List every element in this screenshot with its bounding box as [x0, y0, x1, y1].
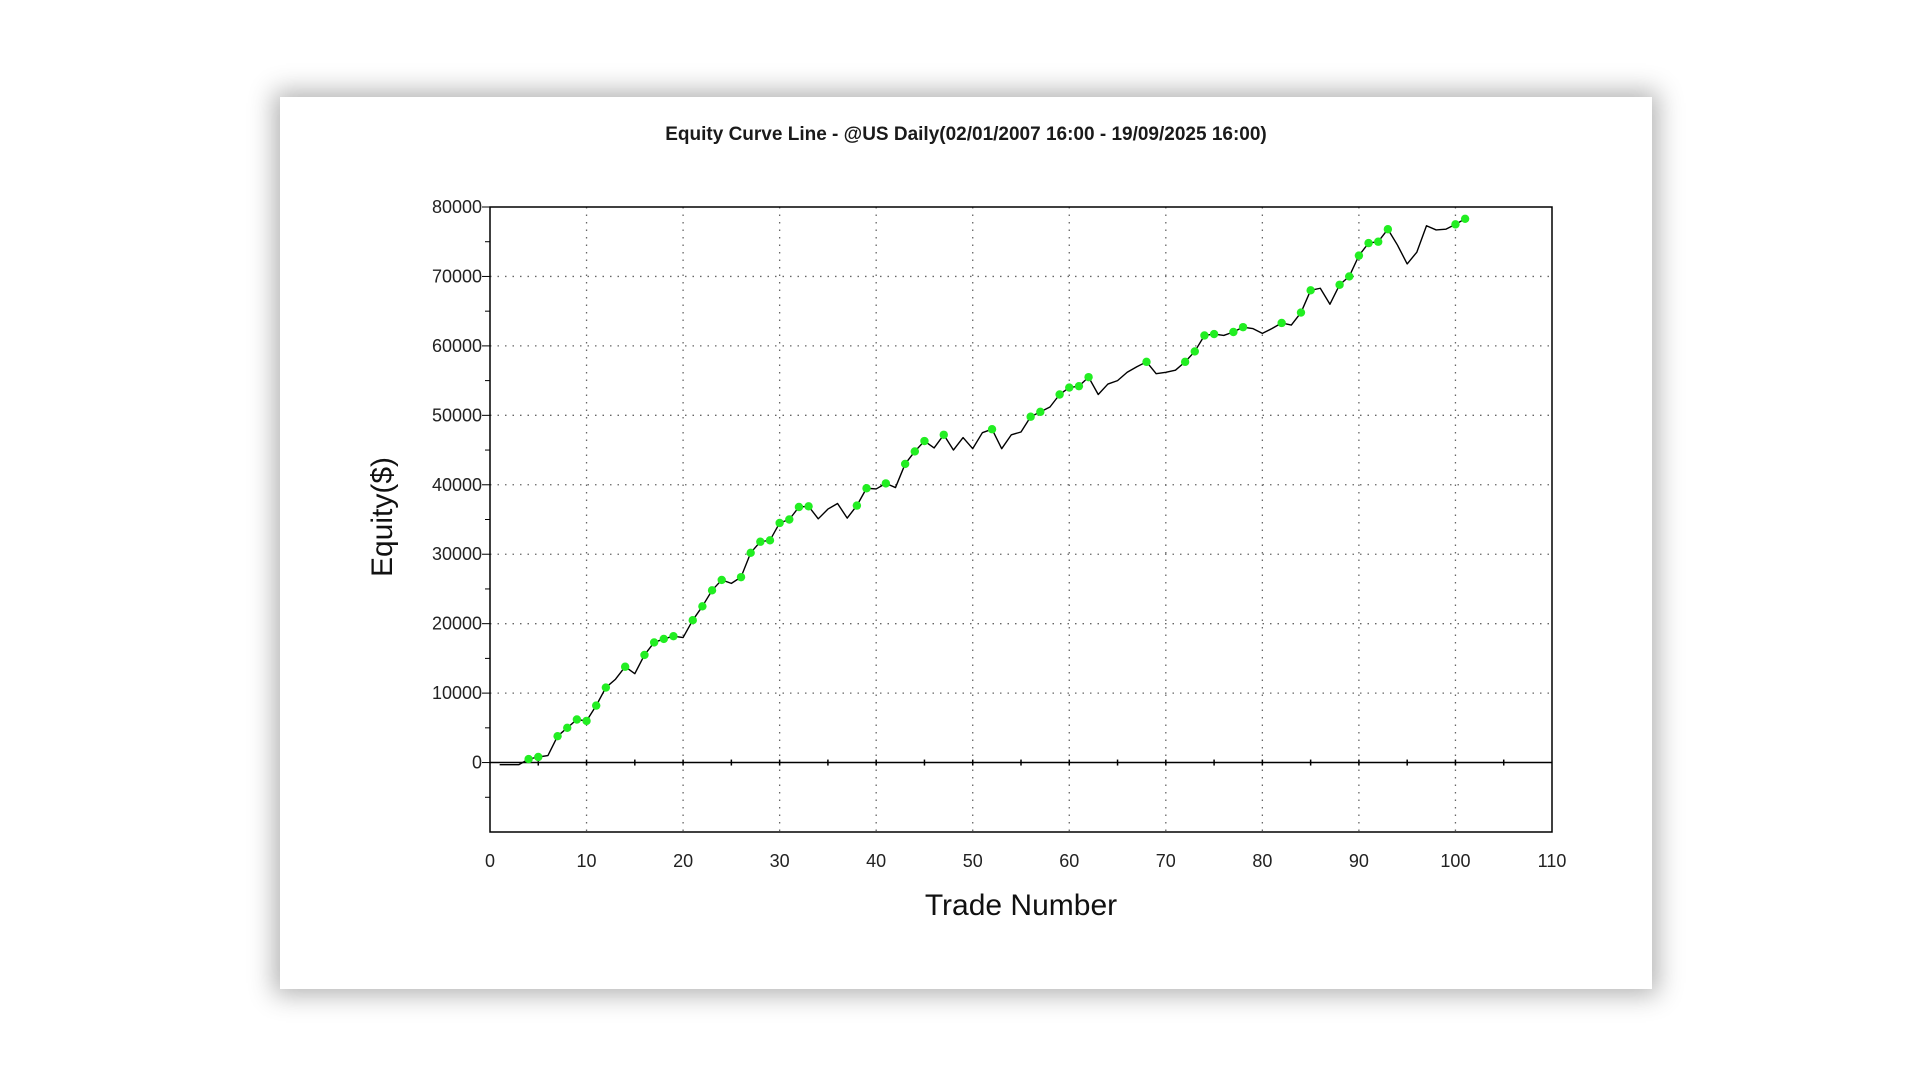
trade-marker — [1065, 383, 1074, 392]
trade-marker — [900, 459, 910, 469]
y-axis-ticks: 0 10000 20000 30000 40000 50000 60000 70000 8000… — [432, 197, 490, 798]
trade-marker — [987, 425, 997, 434]
trade-marker — [939, 430, 948, 439]
trade-marker — [862, 484, 871, 493]
trade-marker — [669, 631, 678, 641]
zero-line-group — [490, 759, 1552, 766]
trade-marker — [1238, 322, 1248, 332]
trade-marker — [1074, 381, 1084, 391]
chart-window: Equity Curve Line - @US Daily(02/01/2007… — [280, 97, 1652, 989]
x-tick-label: 30 — [770, 851, 790, 871]
x-tick-label: 0 — [485, 851, 495, 871]
y-tick-label: 50000 — [432, 405, 482, 425]
trade-marker — [582, 716, 591, 726]
trade-marker — [524, 754, 533, 764]
trade-marker — [1026, 412, 1035, 421]
equity-curve-chart: Equity Curve Line - @US Daily(02/01/2007… — [366, 124, 1566, 922]
trade-marker — [1460, 214, 1470, 224]
trade-marker — [1277, 318, 1286, 328]
trade-marker — [746, 548, 755, 558]
trade-marker — [620, 662, 630, 671]
trade-marker — [1209, 329, 1219, 339]
trade-marker — [649, 638, 659, 647]
trade-marker — [785, 515, 794, 524]
y-tick-label: 10000 — [432, 683, 482, 703]
trade-marker — [1084, 372, 1093, 382]
trade-marker — [1036, 407, 1045, 417]
x-tick-label: 110 — [1538, 851, 1567, 871]
plot-frame — [489, 206, 1553, 833]
y-tick-label: 20000 — [432, 614, 482, 634]
trade-marker — [1180, 357, 1190, 367]
y-tick-label: 40000 — [432, 475, 482, 495]
trade-marker — [698, 602, 707, 611]
y-tick-label: 0 — [472, 753, 482, 773]
trade-marker — [775, 518, 784, 528]
trade-marker — [852, 501, 862, 510]
y-tick-label: 60000 — [432, 336, 482, 356]
trade-marker — [1383, 225, 1393, 234]
x-tick-label: 100 — [1440, 851, 1470, 871]
trade-marker — [736, 572, 746, 582]
trade-marker — [707, 586, 717, 595]
trade-marker — [1306, 286, 1315, 295]
trade-marker — [765, 536, 775, 545]
trade-marker — [1229, 327, 1238, 337]
x-tick-label: 60 — [1059, 851, 1079, 871]
chart-title: Equity Curve Line - @US Daily(02/01/2007… — [665, 124, 1267, 145]
winning-trade-markers — [524, 214, 1470, 764]
y-tick-label: 30000 — [432, 544, 482, 564]
trade-marker — [1335, 280, 1344, 289]
trade-marker — [592, 701, 601, 710]
trade-marker — [756, 537, 765, 546]
trade-marker — [1142, 357, 1151, 367]
trade-marker — [804, 502, 813, 511]
trade-marker — [1200, 331, 1209, 340]
y-axis-label: Equity($) — [366, 457, 399, 577]
x-tick-label: 10 — [577, 851, 597, 871]
x-tick-label: 90 — [1349, 851, 1369, 871]
trade-marker — [534, 752, 543, 762]
x-tick-label: 50 — [963, 851, 983, 871]
trade-marker — [881, 479, 891, 488]
trade-marker — [1374, 237, 1383, 246]
trade-marker — [910, 447, 919, 456]
x-tick-label: 40 — [866, 851, 886, 871]
x-axis-ticks: 0 10 20 30 40 50 60 70 80 90 100 110 — [485, 851, 1566, 871]
trade-marker — [717, 575, 726, 585]
trade-marker — [1055, 390, 1064, 399]
trade-marker — [920, 436, 929, 446]
y-tick-label: 80000 — [432, 197, 482, 217]
x-tick-label: 80 — [1252, 851, 1272, 871]
trade-marker — [1296, 308, 1306, 317]
trade-marker — [688, 615, 697, 625]
trade-marker — [601, 683, 611, 692]
equity-line-group — [499, 218, 1466, 766]
trade-marker — [794, 502, 804, 512]
trade-marker — [563, 723, 572, 733]
x-tick-label: 70 — [1156, 851, 1176, 871]
trade-marker — [659, 634, 668, 644]
trade-marker — [553, 731, 562, 741]
trade-marker — [1364, 238, 1373, 248]
trade-marker — [1345, 272, 1354, 281]
y-tick-label: 70000 — [432, 266, 482, 286]
equity-line — [499, 218, 1466, 766]
grid-lines — [490, 207, 1552, 832]
trade-marker — [640, 650, 649, 660]
trade-marker — [1354, 251, 1364, 260]
x-tick-label: 20 — [673, 851, 693, 871]
trade-marker — [1190, 347, 1199, 356]
x-axis-label: Trade Number — [925, 889, 1117, 922]
trade-marker — [1451, 220, 1460, 229]
trade-marker — [572, 715, 582, 724]
